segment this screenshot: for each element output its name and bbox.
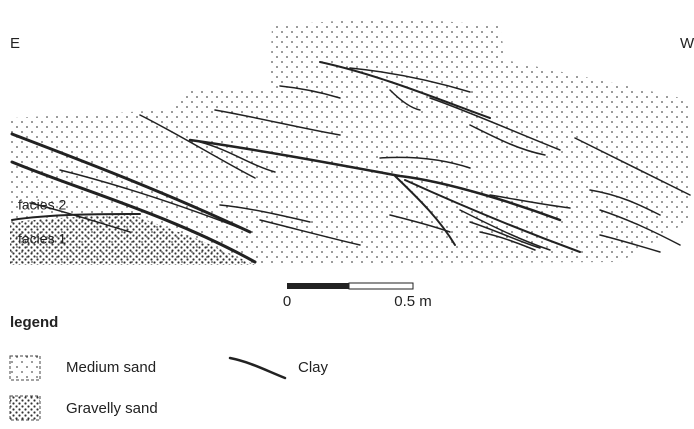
legend-swatch — [10, 396, 40, 420]
scale-label: 0 — [283, 293, 291, 310]
west-label: W — [680, 35, 694, 52]
scale-label: 0.5 m — [394, 293, 432, 310]
scale-bar-open — [349, 283, 413, 289]
legend-clay-line — [230, 358, 285, 378]
facies-label: facies 2 — [18, 197, 66, 213]
legend-label: Clay — [298, 359, 329, 376]
diagram: E W facies 2 facies 1 0 0.5 m legend Med… — [0, 0, 694, 424]
legend-swatch — [10, 356, 40, 380]
scale-bar-filled — [287, 283, 349, 289]
legend-title: legend — [10, 314, 58, 331]
legend-label: Medium sand — [66, 359, 156, 376]
east-label: E — [10, 35, 20, 52]
facies-label: facies 1 — [18, 231, 66, 247]
legend-label: Gravelly sand — [66, 400, 158, 417]
